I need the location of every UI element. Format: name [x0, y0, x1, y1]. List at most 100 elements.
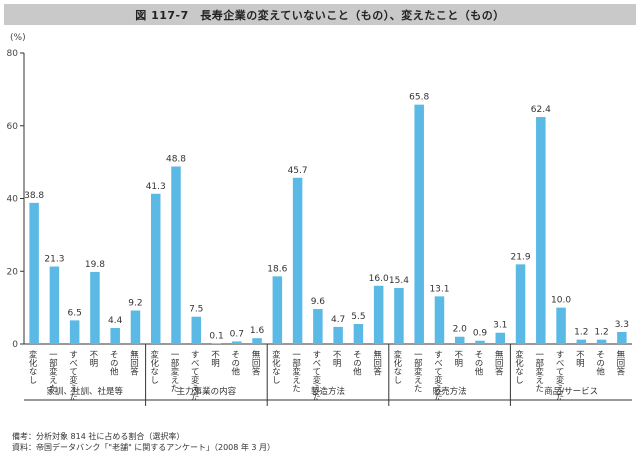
bar — [434, 296, 445, 344]
data-label: 45.7 — [288, 166, 308, 176]
category-label: 一部変えた — [534, 350, 544, 393]
bar — [556, 307, 566, 344]
group-label: 家訓、社訓、社是等 — [47, 386, 124, 397]
category-label: その他 — [230, 350, 240, 376]
category-label: 無回答 — [493, 349, 503, 376]
bar — [495, 332, 506, 344]
bar — [69, 320, 80, 344]
data-label: 1.6 — [250, 326, 265, 336]
axes — [20, 52, 632, 406]
category-label: 変化なし — [392, 349, 402, 384]
group-label: 主力事業の内容 — [177, 386, 237, 397]
category-label: すべて変えた — [68, 350, 78, 401]
data-label: 18.6 — [267, 264, 287, 274]
category-label: 不明 — [88, 350, 98, 368]
data-label: 41.3 — [146, 182, 166, 192]
category-label: 一部変えた — [291, 350, 301, 393]
category-label: すべて変えた — [189, 350, 199, 401]
category-label: その他 — [108, 350, 118, 376]
data-label: 3.3 — [615, 320, 629, 330]
bar — [110, 327, 120, 344]
bar — [475, 340, 485, 344]
labels: (%) 0 20 40 60 80 38.8 変化なし 21.3 一部変えた 6.5 すべて変えた 19… — [7, 33, 629, 401]
data-label: 48.8 — [166, 154, 186, 164]
category-label: 不明 — [453, 350, 463, 368]
category-label: 不明 — [331, 350, 341, 368]
category-label: 一部変えた — [47, 350, 57, 393]
data-label: 21.3 — [44, 255, 64, 265]
y-tick-label: 20 — [7, 267, 19, 277]
group-label: 販売方法 — [433, 386, 467, 397]
data-label: 3.1 — [493, 321, 507, 331]
category-label: 無回答 — [615, 349, 625, 376]
bar — [191, 316, 202, 344]
bar — [576, 339, 587, 344]
group-label: 製造方法 — [311, 386, 345, 397]
bar — [252, 338, 262, 344]
bar — [373, 285, 384, 344]
bar — [394, 287, 404, 344]
bar — [272, 276, 283, 344]
category-label: 無回答 — [372, 349, 382, 376]
data-label: 19.8 — [85, 260, 105, 270]
bar — [130, 310, 141, 344]
data-label: 38.8 — [24, 191, 44, 201]
category-label: 無回答 — [250, 349, 260, 376]
data-label: 0.1 — [209, 332, 223, 342]
data-label: 0.9 — [473, 329, 488, 339]
category-label: 一部変えた — [412, 350, 422, 393]
data-label: 13.1 — [429, 284, 449, 294]
bar — [90, 271, 100, 344]
data-label: 9.6 — [311, 297, 326, 307]
bar — [596, 339, 607, 344]
data-label: 5.5 — [351, 312, 365, 322]
bar — [29, 202, 39, 344]
bar — [313, 309, 323, 344]
category-label: その他 — [595, 350, 605, 376]
bar — [49, 266, 60, 344]
bar — [333, 326, 343, 344]
category-label: 変化なし — [514, 349, 524, 384]
y-tick-label: 0 — [12, 340, 18, 350]
chart-title-bar: 図 117-7 長寿企業の変えていないこと（もの）、変えたこと（もの） — [4, 4, 636, 25]
data-label: 9.2 — [128, 299, 142, 309]
y-tick-label: 40 — [7, 195, 19, 205]
data-label: 6.5 — [68, 308, 82, 318]
category-label: 変化なし — [149, 349, 159, 384]
data-label: 21.9 — [511, 252, 531, 262]
bar — [171, 166, 181, 344]
note-line: 資料：帝国データバンク「"老舗" に関するアンケート」（2008 年 3 月） — [12, 443, 276, 452]
data-label: 4.4 — [108, 316, 123, 326]
data-label: 16.0 — [369, 274, 389, 284]
bar — [515, 264, 526, 344]
group-label: 商品/サービス — [544, 386, 598, 397]
data-label: 15.4 — [389, 276, 409, 286]
data-label: 4.7 — [331, 315, 345, 325]
category-label: 変化なし — [270, 349, 280, 384]
bar — [150, 193, 161, 344]
data-label: 1.2 — [574, 328, 588, 338]
category-label: 不明 — [574, 350, 584, 368]
data-label: 7.5 — [189, 305, 203, 315]
bar — [292, 177, 303, 344]
bar — [617, 331, 627, 344]
bar — [353, 323, 364, 344]
data-label: 0.7 — [230, 329, 244, 339]
y-tick-label: 60 — [7, 122, 19, 132]
chart-title: 図 117-7 長寿企業の変えていないこと（もの）、変えたこと（もの） — [135, 8, 505, 22]
category-label: 変化なし — [27, 349, 37, 384]
bars — [29, 104, 627, 345]
note-line: 備考：分析対象 814 社に占める割合（選択率） — [12, 432, 185, 441]
bar — [454, 336, 465, 344]
category-label: すべて変えた — [554, 350, 564, 401]
category-label: すべて変えた — [432, 350, 442, 401]
data-label: 2.0 — [453, 325, 468, 335]
category-label: その他 — [473, 350, 483, 376]
data-label: 10.0 — [551, 296, 571, 306]
y-axis-unit: (%) — [10, 33, 26, 43]
data-label: 1.2 — [594, 328, 608, 338]
category-label: 無回答 — [128, 349, 138, 376]
data-label: 65.8 — [409, 93, 429, 103]
chart-notes: 備考：分析対象 814 社に占める割合（選択率） 資料：帝国データバンク「"老舗… — [12, 431, 275, 453]
